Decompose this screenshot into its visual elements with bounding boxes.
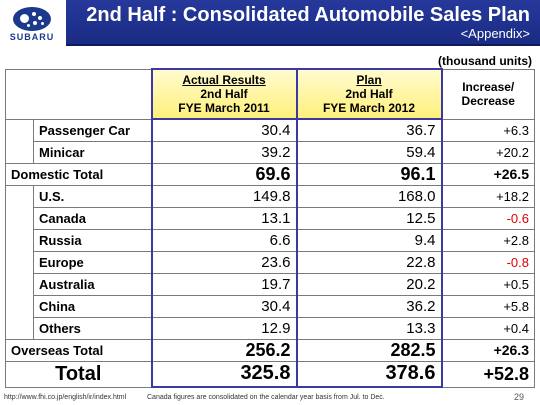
plan-value: 12.5 — [295, 206, 443, 230]
table-row: China 30.4 36.2 +5.8 — [6, 294, 535, 318]
row-label: China — [33, 294, 152, 318]
header-increase-line2: Decrease — [461, 94, 515, 108]
change-value: +2.8 — [441, 228, 535, 252]
row-label: Russia — [33, 228, 152, 252]
row-label: Minicar — [33, 140, 152, 164]
header-actual-line3: FYE March 2011 — [178, 101, 270, 115]
row-label: Australia — [33, 272, 152, 296]
header-plan-line2: 2nd Half — [345, 87, 393, 101]
actual-value: 149.8 — [150, 184, 298, 208]
table-row: U.S. 149.8 168.0 +18.2 — [5, 184, 535, 340]
plan-value: 378.6 — [295, 360, 443, 388]
table-row: Minicar 39.2 59.4 +20.2 — [6, 140, 535, 164]
domestic-total-row: Domestic Total 69.6 96.1 +26.5 — [5, 162, 535, 186]
title-bar: 2nd Half : Consolidated Automobile Sales… — [66, 0, 540, 46]
change-value: -0.8 — [441, 250, 535, 274]
header-plan-line1: Plan — [356, 73, 382, 87]
plan-value: 20.2 — [295, 272, 443, 296]
actual-value: 325.8 — [150, 360, 298, 388]
header-blank-cell — [5, 68, 152, 120]
actual-value: 13.1 — [150, 206, 298, 230]
change-value: +20.2 — [441, 140, 535, 164]
header-actual-results: Actual Results 2nd Half FYE March 2011 — [150, 68, 298, 120]
actual-value: 6.6 — [150, 228, 298, 252]
table-row: Australia 19.7 20.2 +0.5 — [6, 272, 535, 296]
change-value: -0.6 — [441, 206, 535, 230]
table-row: Others 12.9 13.3 +0.4 — [6, 316, 535, 340]
subaru-logo: SUBARU — [0, 0, 64, 46]
plan-value: 36.2 — [295, 294, 443, 318]
row-label: Europe — [33, 250, 152, 274]
change-value: +5.8 — [441, 294, 535, 318]
actual-value: 39.2 — [150, 140, 298, 164]
table-row: Russia 6.6 9.4 +2.8 — [6, 228, 535, 252]
plan-value: 168.0 — [295, 184, 443, 208]
row-label: Total — [5, 360, 152, 388]
grand-total-row: Total 325.8 378.6 +52.8 — [5, 360, 535, 388]
change-value: +6.3 — [441, 118, 535, 142]
change-value: +52.8 — [441, 360, 535, 388]
actual-value: 30.4 — [150, 294, 298, 318]
plan-value: 59.4 — [295, 140, 443, 164]
plan-value: 22.8 — [295, 250, 443, 274]
header-increase-line1: Increase/ — [462, 80, 515, 94]
page-subtitle: <Appendix> — [460, 26, 530, 41]
pleiades-star-icon — [13, 6, 51, 31]
table-header-row: Actual Results 2nd Half FYE March 2011 P… — [5, 68, 535, 120]
header-actual-line1: Actual Results — [182, 73, 266, 87]
header-plan-line3: FYE March 2012 — [322, 101, 416, 115]
change-value: +26.3 — [441, 338, 535, 362]
header-plan: Plan 2nd Half FYE March 2012 — [295, 68, 443, 120]
row-label: Overseas Total — [5, 338, 152, 362]
table-row: Canada 13.1 12.5 -0.6 — [6, 206, 535, 230]
actual-value: 256.2 — [150, 338, 298, 362]
change-value: +18.2 — [441, 184, 535, 208]
row-label: Others — [33, 316, 152, 340]
header-increase-decrease: Increase/ Decrease — [441, 68, 535, 120]
change-value: +26.5 — [441, 162, 535, 186]
row-label: Domestic Total — [5, 162, 152, 186]
actual-value: 19.7 — [150, 272, 298, 296]
footer-note: Canada figures are consolidated on the c… — [147, 394, 385, 401]
logo-wordmark: SUBARU — [9, 31, 55, 42]
change-value: +0.5 — [441, 272, 535, 296]
row-label: U.S. — [33, 184, 152, 208]
plan-value: 36.7 — [295, 118, 443, 142]
table-row: Passenger Car 30.4 36.7 +6.3 — [5, 118, 535, 164]
actual-value: 23.6 — [150, 250, 298, 274]
actual-value: 12.9 — [150, 316, 298, 340]
page-title: 2nd Half : Consolidated Automobile Sales… — [86, 4, 530, 26]
overseas-indent-cell — [5, 184, 34, 340]
header-actual-line2: 2nd Half — [200, 87, 248, 101]
overseas-total-row: Overseas Total 256.2 282.5 +26.3 — [5, 338, 535, 362]
domestic-indent-cell — [5, 118, 34, 164]
table-row: Europe 23.6 22.8 -0.8 — [6, 250, 535, 274]
page-number: 29 — [513, 392, 524, 402]
plan-value: 96.1 — [295, 162, 443, 186]
row-label: Canada — [33, 206, 152, 230]
sales-table: Actual Results 2nd Half FYE March 2011 P… — [5, 68, 535, 388]
footer-url: http://www.fhi.co.jp/english/ir/index.ht… — [4, 394, 127, 401]
plan-value: 13.3 — [295, 316, 443, 340]
plan-value: 9.4 — [295, 228, 443, 252]
actual-value: 30.4 — [150, 118, 298, 142]
units-label: (thousand units) — [438, 54, 532, 68]
actual-value: 69.6 — [150, 162, 298, 186]
row-label: Passenger Car — [33, 118, 152, 142]
plan-value: 282.5 — [295, 338, 443, 362]
change-value: +0.4 — [441, 316, 535, 340]
